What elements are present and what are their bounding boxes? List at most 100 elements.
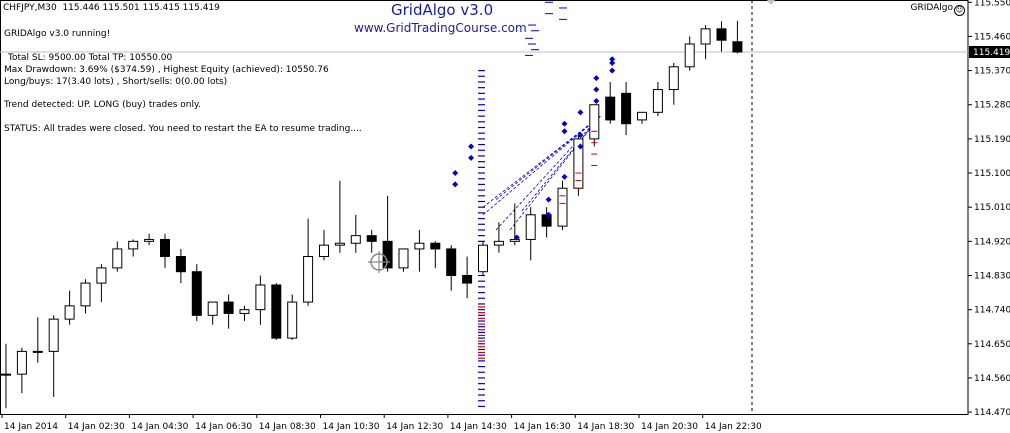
candle — [589, 104, 600, 147]
indicator-name: GRIDAlgo — [910, 3, 953, 13]
candle — [493, 222, 504, 253]
candle — [557, 180, 568, 230]
buy-arrow-marker — [609, 59, 616, 66]
candle — [287, 294, 298, 341]
candle — [366, 229, 377, 253]
candle-body — [191, 271, 202, 316]
sell-arrow-marker — [452, 170, 459, 177]
candle — [430, 241, 441, 268]
indicator-label[interactable]: GRIDAlgo ☺ — [910, 3, 965, 16]
candle-body — [350, 235, 361, 244]
candle-body — [589, 104, 600, 140]
brand-url[interactable]: www.GridTradingCourse.com — [354, 21, 527, 35]
candle — [462, 256, 473, 299]
candle-body — [637, 111, 647, 121]
price-tick-label: 115.190 — [974, 135, 1010, 145]
candle-body — [605, 96, 616, 121]
candle — [652, 81, 663, 117]
candle — [207, 301, 218, 325]
candle — [668, 62, 679, 105]
price-tick-label: 115.010 — [974, 203, 1010, 213]
candle — [16, 347, 27, 394]
candle-body — [48, 318, 59, 352]
candle — [382, 195, 393, 272]
current-price-label: 115.419 — [973, 48, 1010, 58]
price-tick-label: 115.100 — [974, 169, 1010, 179]
candle — [303, 218, 314, 306]
candle — [112, 241, 123, 272]
time-tick-label: 14 Jan 2014 — [4, 422, 58, 432]
candle-body — [16, 350, 27, 375]
ea-positions-text: Long/buys: 17(3.40 lots) , Short/sells: … — [4, 77, 228, 87]
trade-link-line — [495, 115, 601, 200]
candle — [478, 241, 488, 276]
candle — [255, 275, 266, 325]
candle — [128, 239, 139, 257]
brand-title: GridAlgo v3.0 — [391, 1, 494, 19]
price-tick-label: 114.560 — [974, 374, 1010, 384]
buy-arrow-marker — [561, 120, 568, 127]
buy-arrow-marker — [545, 211, 552, 218]
ea-totals-text: Total SL: 9500.00 Total TP: 10550.00 — [8, 53, 173, 63]
buy-arrow-marker — [609, 67, 616, 74]
candle-body — [303, 256, 314, 303]
candle — [239, 305, 250, 322]
time-tick-label: 14 Jan 18:30 — [577, 422, 634, 432]
candle — [96, 264, 107, 303]
candle-body — [700, 28, 711, 45]
price-tick-label: 115.370 — [974, 67, 1010, 77]
candle — [32, 317, 43, 363]
candle — [223, 294, 234, 329]
candle-body — [319, 244, 329, 258]
time-tick-label: 14 Jan 06:30 — [195, 422, 252, 432]
price-tick-label: 114.740 — [974, 306, 1010, 316]
buy-arrow-marker — [609, 56, 616, 63]
candle-body — [462, 274, 473, 284]
candle-body — [366, 235, 377, 242]
candle — [160, 233, 170, 268]
time-tick-label: 14 Jan 12:30 — [386, 422, 443, 432]
time-tick-label: 14 Jan 22:30 — [705, 422, 762, 432]
candle-body — [287, 301, 298, 339]
candle-body — [223, 301, 234, 314]
candle — [716, 21, 727, 52]
ea-drawdown-text: Max Drawdown: 3.69% ($374.59) , Highest … — [4, 65, 329, 75]
buy-arrow-marker — [513, 234, 520, 241]
sell-arrow-marker — [468, 154, 475, 161]
candle — [175, 248, 186, 284]
buy-arrow-marker — [593, 97, 600, 104]
candle — [1, 343, 11, 409]
buy-arrow-marker — [561, 128, 568, 135]
candle-body — [398, 248, 409, 269]
candle-body — [414, 242, 425, 250]
price-tick-label: 114.650 — [974, 340, 1010, 350]
candle-body — [128, 240, 139, 250]
candle — [684, 36, 695, 71]
time-tick-label: 14 Jan 20:30 — [641, 422, 698, 432]
candle — [271, 283, 282, 341]
candle-body — [652, 89, 663, 113]
candle-body — [382, 240, 393, 269]
candle-body — [96, 267, 107, 284]
price-tick-label: 115.280 — [974, 101, 1010, 111]
candle-body — [557, 187, 568, 227]
candle — [414, 229, 425, 272]
ea-running-text: GRIDAlgo v3.0 running! — [4, 29, 111, 39]
candle-body — [621, 92, 632, 125]
buy-arrow-marker — [561, 173, 568, 180]
candle — [732, 20, 743, 54]
crosshair-cursor-icon — [368, 251, 390, 273]
candle — [334, 180, 345, 253]
candle-body — [255, 284, 266, 311]
candle — [605, 81, 616, 124]
trade-link-line — [509, 115, 601, 231]
candle — [350, 214, 361, 253]
candle — [446, 245, 457, 291]
candle — [144, 233, 155, 246]
time-tick-label: 14 Jan 08:30 — [259, 422, 316, 432]
candle-body — [446, 248, 457, 276]
candle — [191, 264, 202, 322]
price-tick-label: 114.470 — [974, 408, 1010, 418]
